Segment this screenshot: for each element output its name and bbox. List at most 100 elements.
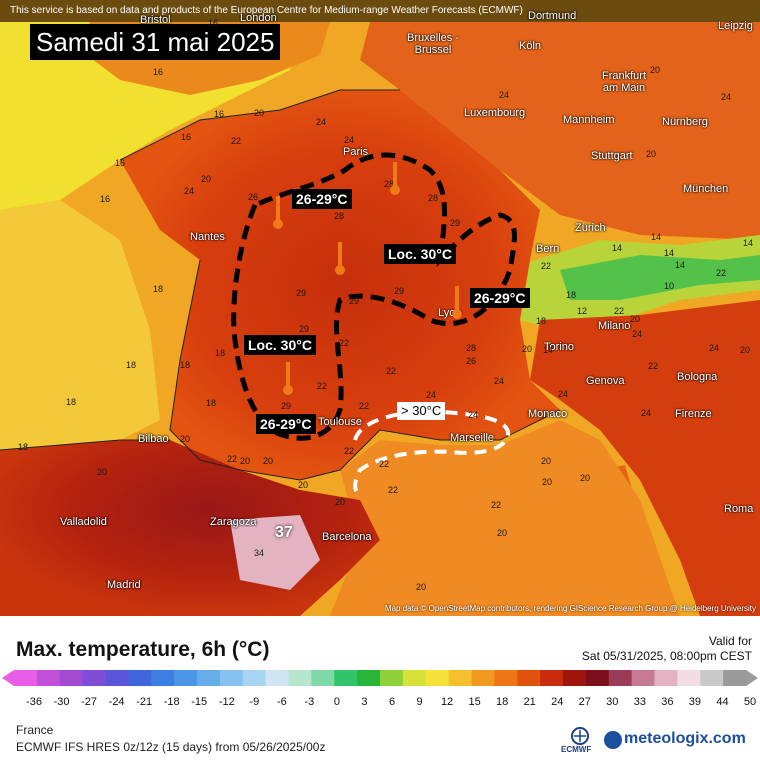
thermometer-icon	[452, 286, 462, 319]
zone-26-29-outline	[231, 152, 517, 441]
isoline-label: 22	[716, 268, 727, 278]
isoline-label: 24	[721, 92, 732, 102]
scale-tick-label: -36	[26, 696, 42, 708]
isoline-label: 29	[394, 286, 405, 296]
legend-title: Max. temperature, 6h (°C)	[16, 638, 270, 661]
city-label: Milano	[598, 320, 631, 332]
scale-swatch	[288, 670, 312, 686]
scale-tick-label: -18	[163, 696, 180, 708]
scale-tick-label: -12	[218, 696, 235, 708]
scale-swatch	[517, 670, 541, 686]
scale-swatch	[82, 670, 106, 686]
scale-tick-label: 33	[633, 696, 646, 708]
isoline-label: 20	[254, 108, 265, 118]
isoline-label: 16	[153, 67, 164, 77]
isoline-label: 14	[612, 243, 623, 253]
isoline-label: 20	[740, 345, 751, 355]
coastline-north	[119, 89, 400, 161]
city-label: Bern	[536, 243, 560, 255]
meteologix-logo-text[interactable]: meteologix.com	[624, 730, 746, 747]
isoline-label: 22	[386, 366, 397, 376]
city-label: Bruxelles - Brussel	[407, 32, 459, 56]
isoline-label: 18	[18, 442, 29, 452]
isoline-label: 18	[126, 360, 137, 370]
city-label: Genova	[586, 375, 625, 387]
scale-tick-label: 44	[716, 696, 729, 708]
isoline-label: 20	[630, 314, 641, 324]
date-title: Samedi 31 mai 2025	[30, 24, 281, 60]
isoline-label: 16	[214, 109, 225, 119]
city-label: Valladolid	[60, 516, 107, 528]
city-label: Monaco	[528, 408, 568, 420]
scale-swatch	[242, 670, 267, 686]
isoline-label: 20	[522, 344, 533, 354]
isoline-label: 24	[316, 117, 327, 127]
scale-swatch	[540, 670, 564, 686]
region-label: France	[16, 723, 54, 737]
scale-tick-label: 30	[606, 696, 619, 708]
city-label: Nantes	[190, 231, 225, 243]
isoline-label: 18	[180, 360, 191, 370]
isoline-label: 22	[344, 446, 355, 456]
isoline-label: 18	[215, 348, 226, 358]
scale-tick-label: -9	[249, 696, 260, 708]
scale-tick-label: 0	[333, 696, 340, 708]
isoline-label: 14	[675, 260, 686, 270]
annotation-label: 26-29°C	[292, 189, 352, 209]
isoline-label: 24	[641, 408, 652, 418]
scale-tick-label: 6	[388, 696, 396, 708]
scale-swatch	[174, 670, 198, 686]
annotation-label: 26-29°C	[470, 288, 530, 308]
annotation-label: 26-29°C	[256, 414, 316, 434]
isoline-label: 28	[384, 179, 395, 189]
scale-swatch	[357, 670, 381, 686]
isoline-label: 20	[240, 456, 251, 466]
city-label: Köln	[519, 40, 542, 52]
city-label: Luxembourg	[464, 107, 526, 119]
scale-tick-label: 50	[743, 696, 757, 708]
isoline-label: 24	[558, 389, 569, 399]
model-info: ECMWF IFS HRES 0z/12z (15 days) from 05/…	[16, 740, 326, 754]
ecmwf-attribution: This service is based on data and produc…	[0, 0, 760, 22]
color-scale	[2, 670, 758, 686]
isoline-label: 22	[317, 381, 328, 391]
isoline-label: 22	[648, 361, 659, 371]
isoline-label: 18	[153, 284, 164, 294]
scale-swatch	[59, 670, 84, 686]
isoline-label: 18	[206, 398, 217, 408]
scale-arrow-left	[2, 670, 14, 686]
isoline-label: 29	[281, 401, 292, 411]
city-label: Bristol	[140, 14, 171, 26]
scale-tick-label: 12	[440, 696, 454, 708]
scale-swatch	[105, 670, 129, 686]
scale-tick-label: 27	[578, 696, 591, 708]
isoline-label: 22	[388, 485, 399, 495]
isoline-label: 22	[359, 401, 370, 411]
isoline-label: 22	[541, 261, 552, 271]
scale-tick-label: 18	[496, 696, 509, 708]
isoline-label: 20	[497, 528, 508, 538]
isoline-label: 22	[227, 454, 238, 464]
ecmwf-logo-text: ECMWF	[561, 745, 592, 754]
scale-swatch	[494, 670, 518, 686]
scale-swatch	[219, 670, 244, 686]
isoline-label: 18	[66, 397, 77, 407]
city-label: Torino	[544, 341, 574, 353]
isoline-label: 29	[296, 288, 307, 298]
city-label: München	[683, 183, 729, 195]
isoline-label: 24	[494, 376, 505, 386]
isoline-label: 16	[115, 158, 126, 168]
isoline-label: 18	[536, 316, 547, 326]
scale-swatch	[677, 670, 701, 686]
isoline-label: 29	[450, 218, 461, 228]
scale-tick-label: -3	[304, 696, 315, 708]
city-label: Zaragoza	[210, 516, 257, 528]
city-label: Firenze	[675, 408, 712, 420]
isoline-label: 20	[416, 582, 427, 592]
city-label: Bologna	[677, 371, 718, 383]
ecmwf-logo-icon	[571, 727, 589, 745]
germany-land	[360, 22, 760, 240]
scale-swatch	[563, 670, 587, 686]
isoline-label: 22	[379, 459, 390, 469]
isoline-label: 24	[344, 135, 355, 145]
